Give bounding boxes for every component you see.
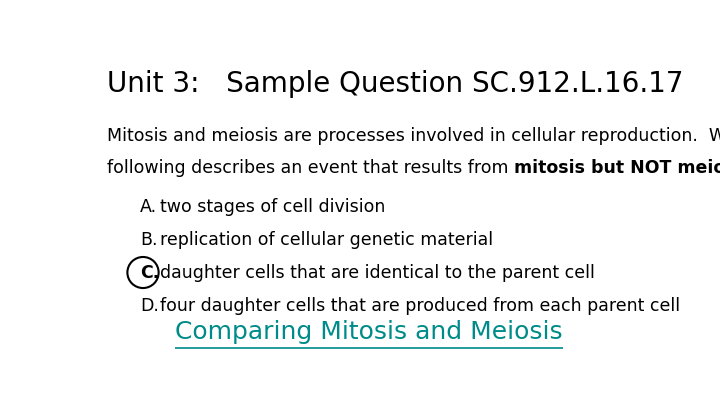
Text: D.: D.: [140, 296, 159, 315]
Text: C.: C.: [140, 264, 159, 282]
Text: replication of cellular genetic material: replication of cellular genetic material: [160, 231, 493, 249]
Text: daughter cells that are identical to the parent cell: daughter cells that are identical to the…: [160, 264, 595, 282]
Text: four daughter cells that are produced from each parent cell: four daughter cells that are produced fr…: [160, 296, 680, 315]
Text: B.: B.: [140, 231, 158, 249]
Text: mitosis but NOT meiosis: mitosis but NOT meiosis: [514, 159, 720, 177]
Text: Comparing Mitosis and Meiosis: Comparing Mitosis and Meiosis: [175, 320, 563, 344]
Text: two stages of cell division: two stages of cell division: [160, 198, 385, 216]
Text: Unit 3:   Sample Question SC.912.L.16.17: Unit 3: Sample Question SC.912.L.16.17: [107, 70, 683, 98]
Text: following describes an event that results from: following describes an event that result…: [107, 159, 514, 177]
Text: A.: A.: [140, 198, 158, 216]
Text: Mitosis and meiosis are processes involved in cellular reproduction.  Which of t: Mitosis and meiosis are processes involv…: [107, 126, 720, 145]
